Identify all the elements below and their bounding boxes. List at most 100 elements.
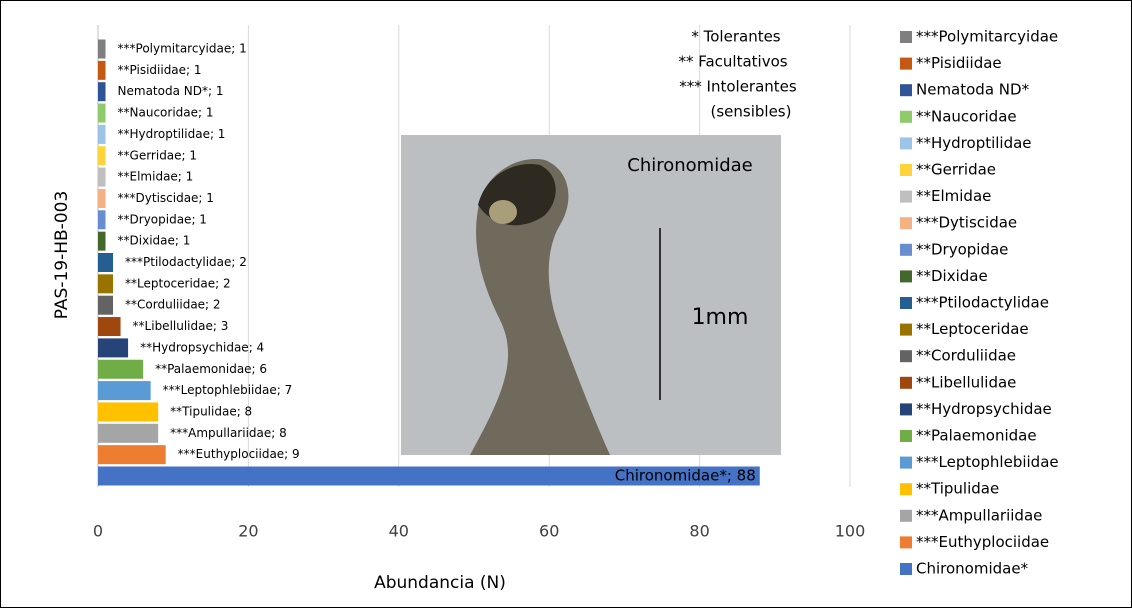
legend-swatch <box>900 377 912 389</box>
legend-swatch <box>900 483 912 495</box>
legend-label: ***Leptophlebiidae <box>916 453 1059 471</box>
bar <box>98 274 113 293</box>
legend-swatch <box>900 430 912 442</box>
bar <box>98 253 113 272</box>
data-label: **Dixidae; 1 <box>118 234 191 248</box>
data-label: ***Ptilodactylidae; 2 <box>125 255 247 269</box>
data-label: **Leptoceridae; 2 <box>125 276 231 290</box>
bar <box>98 445 166 464</box>
bar <box>98 232 106 251</box>
data-label: Chironomidae*; 88 <box>615 467 756 485</box>
data-label: **Naucoridae; 1 <box>118 106 214 120</box>
annotation: (sensibles) <box>711 103 792 121</box>
data-label: **Elmidae; 1 <box>118 170 194 184</box>
x-tick-label: 60 <box>539 522 559 541</box>
legend-label: ***Euthyplociidae <box>916 533 1049 551</box>
bar <box>98 82 106 101</box>
annotation: *** Intolerantes <box>679 78 797 96</box>
legend-swatch <box>900 111 912 123</box>
data-label: ***Polymitarcyidae; 1 <box>118 42 247 56</box>
legend-swatch <box>900 244 912 256</box>
data-label: **Gerridae; 1 <box>118 148 198 162</box>
bar <box>98 424 158 443</box>
legend-label: **Pisidiidae <box>916 54 1002 72</box>
legend-label: **Gerridae <box>916 161 996 179</box>
bar <box>98 317 121 336</box>
legend-label: **Leptoceridae <box>916 320 1029 338</box>
larva-eye <box>489 200 517 224</box>
y-axis-label: PAS-19-HB-003 <box>52 191 72 320</box>
legend-swatch <box>900 164 912 176</box>
data-label: **Tipulidae; 8 <box>170 404 252 418</box>
annotation: * Tolerantes <box>691 28 780 46</box>
bar <box>98 146 106 165</box>
legend-swatch <box>900 510 912 522</box>
legend-swatch <box>900 31 912 43</box>
data-label: **Libellulidae; 3 <box>133 319 229 333</box>
x-tick-label: 40 <box>389 522 409 541</box>
legend-label: **Palaemonidae <box>916 427 1037 445</box>
legend-label: **Tipulidae <box>916 480 999 498</box>
data-label: Nematoda ND*; 1 <box>118 84 224 98</box>
legend-label: **Elmidae <box>916 187 991 205</box>
bar <box>98 125 106 144</box>
bar <box>98 210 106 229</box>
legend-label: **Dixidae <box>916 267 988 285</box>
legend-swatch <box>900 536 912 548</box>
legend-label: **Libellulidae <box>916 373 1016 391</box>
x-tick-label: 0 <box>93 522 103 541</box>
x-tick-label: 80 <box>689 522 709 541</box>
legend-label: **Naucoridae <box>916 107 1017 125</box>
bar <box>98 360 143 379</box>
legend-label: ***Polymitarcyidae <box>916 28 1058 46</box>
data-label: **Hydroptilidae; 1 <box>118 127 226 141</box>
x-tick-label: 20 <box>238 522 258 541</box>
data-label: ***Ampullariidae; 8 <box>170 426 287 440</box>
data-label: **Palaemonidae; 6 <box>155 362 267 376</box>
legend-label: ***Ampullariidae <box>916 506 1042 524</box>
legend-swatch <box>900 58 912 70</box>
legend-swatch <box>900 297 912 309</box>
legend-label: Chironomidae* <box>916 560 1029 578</box>
legend-swatch <box>900 84 912 96</box>
data-label: ***Dytiscidae; 1 <box>118 191 214 205</box>
legend-label: **Dryopidae <box>916 240 1008 258</box>
legend-swatch <box>900 563 912 575</box>
data-label: ***Leptophlebiidae; 7 <box>163 383 293 397</box>
data-label: **Dryopidae; 1 <box>118 212 207 226</box>
photo-caption: Chironomidae <box>627 155 752 176</box>
legend-swatch <box>900 270 912 282</box>
photo: Chironomidae 1mm <box>401 135 781 455</box>
photo-background <box>401 135 781 455</box>
bar <box>98 402 158 421</box>
bar <box>98 168 106 187</box>
bar <box>98 381 151 400</box>
legend-swatch <box>900 217 912 229</box>
data-label: ***Euthyplociidae; 9 <box>178 447 300 461</box>
legend-swatch <box>900 191 912 203</box>
legend-swatch <box>900 137 912 149</box>
bar <box>98 104 106 123</box>
bar <box>98 338 128 357</box>
data-label: **Pisidiidae; 1 <box>118 63 202 77</box>
legend-swatch <box>900 324 912 336</box>
data-label: **Hydropsychidae; 4 <box>140 340 264 354</box>
bar <box>98 40 106 59</box>
legend-label: Nematoda ND* <box>916 81 1030 99</box>
data-label: **Corduliidae; 2 <box>125 298 221 312</box>
bar <box>98 296 113 315</box>
legend-label: **Hydroptilidae <box>916 134 1032 152</box>
annotation: ** Facultativos <box>678 53 787 71</box>
x-axis-label: Abundancia (N) <box>374 573 506 593</box>
bar <box>98 61 106 80</box>
photo-scale: 1mm <box>692 305 749 330</box>
x-tick-label: 100 <box>835 522 866 541</box>
legend-swatch <box>900 350 912 362</box>
bar <box>98 189 106 208</box>
legend-swatch <box>900 403 912 415</box>
legend-label: ***Dytiscidae <box>916 214 1017 232</box>
legend-label: **Hydropsychidae <box>916 400 1052 418</box>
legend-label: ***Ptilodactylidae <box>916 294 1049 312</box>
legend-swatch <box>900 457 912 469</box>
legend-label: **Corduliidae <box>916 347 1016 365</box>
